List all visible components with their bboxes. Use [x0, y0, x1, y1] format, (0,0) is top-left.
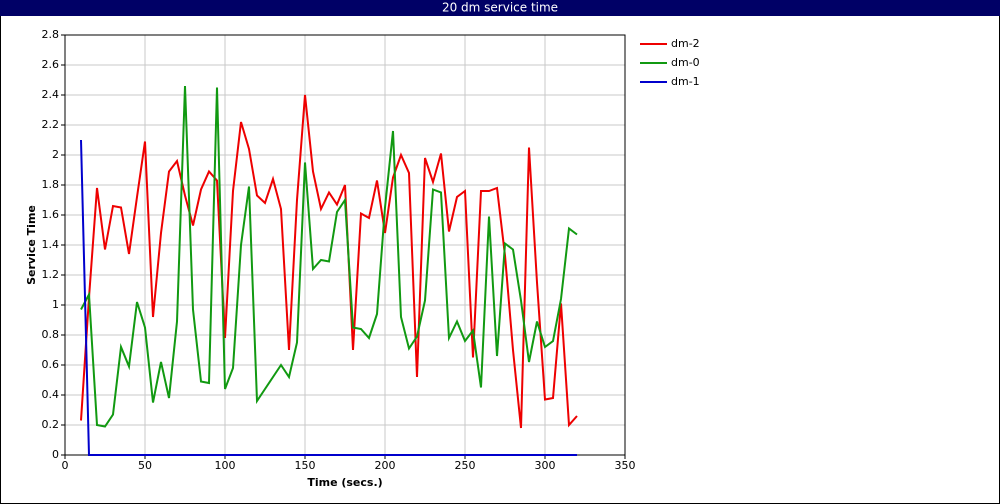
y-tick-label: 0.4 [42, 388, 60, 401]
legend-label: dm-0 [671, 56, 700, 69]
x-tick-label: 150 [295, 459, 316, 472]
x-axis-label: Time (secs.) [307, 476, 382, 489]
x-tick-label: 100 [215, 459, 236, 472]
y-tick-label: 1.8 [42, 178, 60, 191]
series-line [80, 94, 578, 429]
y-tick-label: 0 [52, 448, 59, 461]
legend-label: dm-1 [671, 75, 700, 88]
x-tick-label: 50 [138, 459, 152, 472]
x-tick-label: 350 [615, 459, 636, 472]
y-tick-label: 0.2 [42, 418, 60, 431]
y-tick-label: 1.2 [42, 268, 60, 281]
legend-label: dm-2 [671, 37, 700, 50]
x-tick-label: 250 [455, 459, 476, 472]
y-tick-label: 2.4 [42, 88, 60, 101]
y-tick-label: 2.6 [42, 58, 60, 71]
y-tick-label: 0.6 [42, 358, 60, 371]
y-axis-label: Service Time [25, 205, 38, 285]
y-tick-label: 2.2 [42, 118, 60, 131]
y-tick-label: 1 [52, 298, 59, 311]
title-bar [0, 0, 1000, 16]
chart-title: 20 dm service time [442, 1, 558, 15]
x-tick-label: 0 [62, 459, 69, 472]
y-tick-label: 1.6 [42, 208, 60, 221]
x-tick-label: 300 [535, 459, 556, 472]
y-tick-label: 1.4 [42, 238, 60, 251]
y-tick-label: 2.8 [42, 28, 60, 41]
series-line [80, 139, 577, 456]
y-tick-label: 2 [52, 148, 59, 161]
y-tick-label: 0.8 [42, 328, 60, 341]
x-tick-label: 200 [375, 459, 396, 472]
series-line [80, 85, 578, 428]
